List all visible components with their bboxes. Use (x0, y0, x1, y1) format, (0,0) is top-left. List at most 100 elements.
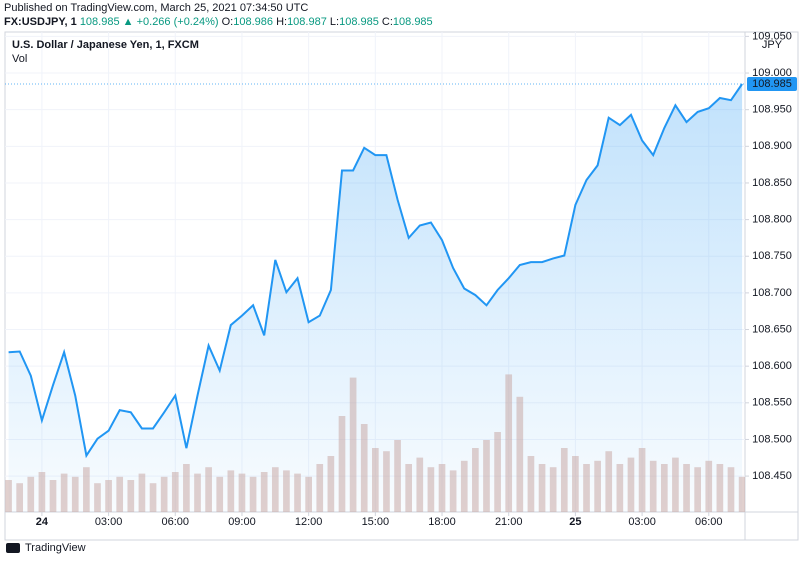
volume-bar (27, 476, 35, 512)
volume-bar (683, 464, 690, 512)
volume-bar (516, 396, 524, 512)
volume-bar (49, 480, 57, 512)
volume-bar (505, 374, 513, 512)
volume-bar (94, 483, 101, 512)
volume-bar (183, 464, 190, 512)
volume-bar (694, 467, 701, 512)
volume-bar (427, 467, 435, 512)
volume-bar (416, 457, 424, 512)
last-price-label: 108.985 (752, 78, 792, 90)
last-price-tag (747, 77, 797, 92)
volume-bar (260, 472, 268, 512)
x-tick-label: 18:00 (428, 516, 456, 528)
volume-bar (316, 464, 324, 512)
l-value: 108.985 (339, 16, 379, 28)
y-tick-label: 108.700 (752, 287, 792, 299)
y-tick-label: 108.600 (752, 360, 792, 372)
volume-bar (160, 476, 168, 512)
volume-bar (149, 483, 157, 512)
volume-bar (71, 476, 79, 512)
legend-title: U.S. Dollar / Japanese Yen, 1, FXCM (12, 39, 199, 51)
volume-bar (305, 476, 312, 512)
x-tick-label: 12:00 (295, 516, 323, 528)
volume-bar (460, 460, 468, 512)
x-tick-label: 06:00 (162, 516, 190, 528)
volume-bar (727, 467, 735, 512)
price: 108.985 (80, 16, 120, 28)
volume-bar (438, 464, 446, 512)
volume-bar (127, 480, 135, 512)
volume-bar (38, 472, 46, 512)
y-tick-label: 108.500 (752, 433, 792, 445)
volume-bar (205, 467, 212, 512)
volume-bar (649, 460, 657, 512)
x-tick-label: 09:00 (228, 516, 256, 528)
axes: 108.450 108.500 108.550 108.600 108.650 108.7… (36, 30, 797, 528)
c-value: 108.985 (393, 16, 433, 28)
x-tick-label: 21:00 (495, 516, 523, 528)
volume-bar (349, 377, 357, 512)
volume-bar (660, 464, 668, 512)
volume-bar (5, 480, 12, 512)
volume-bar (672, 457, 679, 512)
volume-bar (449, 470, 457, 512)
l-label: L: (330, 16, 339, 28)
y-tick-label: 108.750 (752, 250, 792, 262)
volume-bar (249, 476, 257, 512)
volume-bar (105, 480, 112, 512)
volume-bar (338, 416, 346, 512)
volume-bar (483, 440, 490, 512)
volume-bar (16, 483, 24, 512)
volume-bar (271, 467, 279, 512)
volume-bar (60, 473, 68, 512)
brand-logo (6, 543, 20, 553)
x-tick-label: 15:00 (362, 516, 390, 528)
volume-bar (572, 456, 579, 512)
y-tick-label: 108.850 (752, 177, 792, 189)
volume-bar (716, 464, 724, 512)
volume-bar (594, 460, 601, 512)
header-line: FX:USDJPY, 1 108.985 ▲ +0.266 (+0.24%) O… (4, 16, 433, 28)
volume-bar (171, 472, 179, 512)
o-value: 108.986 (233, 16, 273, 28)
area-fill (8, 84, 743, 512)
o-label: O: (222, 16, 234, 28)
volume-bar (405, 464, 413, 512)
h-label: H: (276, 16, 287, 28)
volume-bar (294, 473, 301, 512)
volume-bar (605, 451, 613, 512)
volume-bar (283, 470, 290, 512)
price-line (8, 83, 743, 459)
volume-bar (383, 451, 390, 512)
volume-label: Vol (12, 53, 27, 65)
volume-bar (738, 476, 745, 512)
y-tick-label: 109.000 (752, 67, 792, 79)
volume-bar (638, 448, 646, 512)
volume-bar (627, 457, 635, 512)
x-tick-label: 03:00 (628, 516, 656, 528)
y-tick-label: 108.650 (752, 323, 792, 335)
y-tick-label: 108.900 (752, 140, 792, 152)
volume-bar (616, 464, 624, 512)
volume-bar (583, 464, 590, 512)
published-note: Published on TradingView.com, March 25, … (4, 2, 308, 14)
volume-bar (116, 476, 124, 512)
arrow: ▲ (123, 16, 134, 28)
y-tick-label: 108.550 (752, 397, 792, 409)
change: +0.266 (+0.24%) (137, 16, 219, 28)
volume-bar (472, 448, 479, 512)
volume-bar (216, 476, 224, 512)
y-tick-label: 109.050 (752, 30, 792, 42)
volume-bar (83, 467, 90, 512)
frame (4, 31, 799, 541)
c-label: C: (382, 16, 393, 28)
volume-bar (560, 448, 568, 512)
volume-bar (394, 440, 401, 512)
brand: TradingView (25, 542, 86, 554)
volume-bar (194, 473, 201, 512)
currency: JPY (762, 39, 783, 51)
y-tick-label: 108.450 (752, 470, 792, 482)
volume-bar (538, 464, 546, 512)
volume-bar (238, 473, 246, 512)
